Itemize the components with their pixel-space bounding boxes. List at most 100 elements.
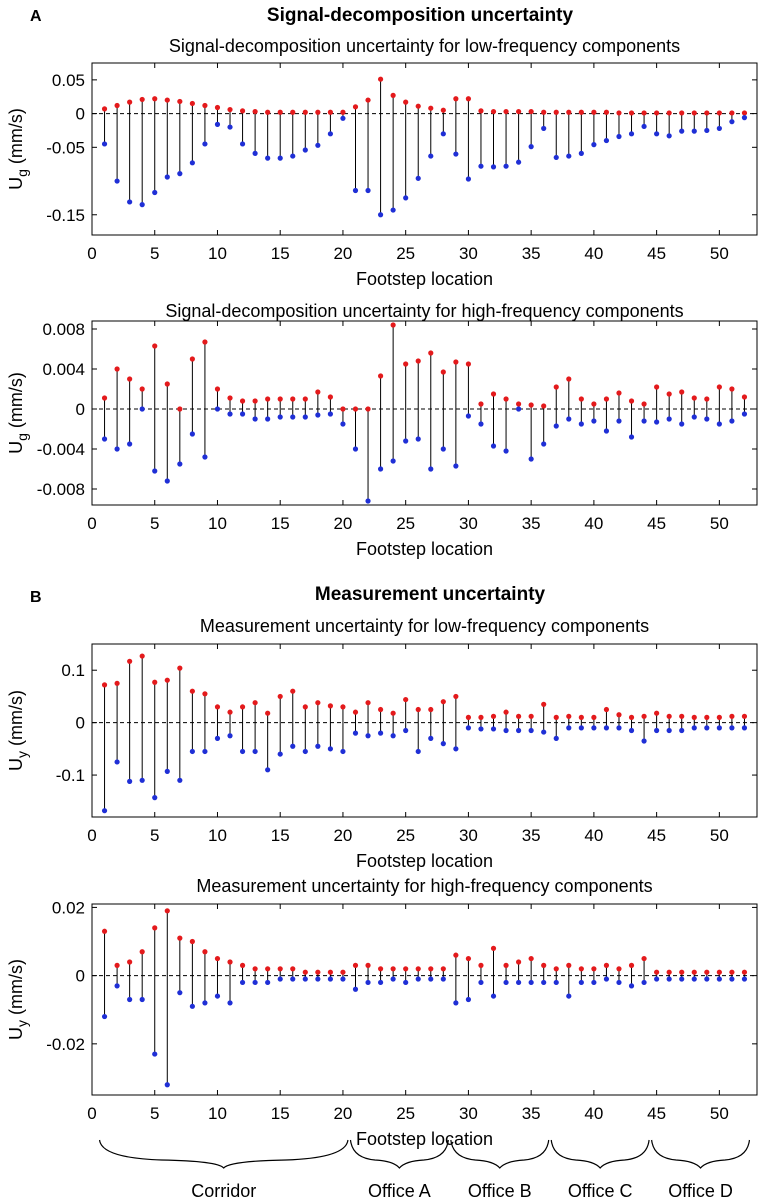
upper-point <box>365 97 371 103</box>
lower-point <box>666 133 672 139</box>
x-tick-label: 30 <box>459 514 478 533</box>
lower-point <box>377 466 384 472</box>
upper-point <box>654 384 660 390</box>
lower-point <box>290 743 296 749</box>
lower-point <box>729 418 735 424</box>
lower-point <box>403 438 409 444</box>
y-axis-label: Uy (mm/s) <box>6 959 30 1040</box>
y-tick-label: -0.15 <box>46 206 85 225</box>
lower-point <box>390 458 396 464</box>
upper-point <box>528 955 534 962</box>
upper-point <box>428 706 434 713</box>
y-axis-label-main: U <box>6 758 26 771</box>
lower-point <box>315 743 321 749</box>
lower-point <box>478 421 484 427</box>
upper-point <box>377 76 384 82</box>
lower-point <box>603 428 610 434</box>
upper-point <box>591 966 597 972</box>
lower-point <box>164 768 170 774</box>
region-label: Office B <box>468 1181 532 1201</box>
x-tick-label: 15 <box>271 514 290 533</box>
lower-point <box>177 171 183 177</box>
upper-point <box>152 343 158 349</box>
lower-point <box>340 976 346 982</box>
lower-point <box>704 976 710 982</box>
lower-point <box>528 979 534 986</box>
charts-group: Signal-decomposition uncertainty for low… <box>6 36 758 1149</box>
x-tick-label: 10 <box>208 244 227 263</box>
lower-point <box>679 976 685 982</box>
upper-point <box>114 102 120 109</box>
upper-point <box>553 966 559 972</box>
lower-point <box>478 979 484 986</box>
lower-point <box>440 741 446 747</box>
upper-point <box>214 104 221 111</box>
lower-point <box>114 983 120 989</box>
regions-group: Corridor Office A Office B Office C Office D <box>98 1139 751 1201</box>
lower-point <box>177 777 183 783</box>
lower-point <box>503 727 509 734</box>
lower-point <box>315 976 321 982</box>
lower-point <box>541 979 547 986</box>
lower-point <box>428 976 434 982</box>
x-tick-label: 15 <box>271 1104 290 1123</box>
upper-point <box>490 945 497 951</box>
lower-point <box>428 735 434 741</box>
lower-point <box>654 419 660 425</box>
upper-point <box>516 959 522 965</box>
lower-point <box>127 778 133 784</box>
lower-point <box>478 726 484 732</box>
upper-point <box>729 969 735 975</box>
upper-point <box>691 395 697 401</box>
lower-point <box>403 195 409 201</box>
lower-point <box>189 431 195 437</box>
chart-panel-4: Measurement uncertainty for high-frequen… <box>6 876 758 1149</box>
lower-point <box>114 446 120 452</box>
upper-point <box>490 108 497 115</box>
upper-point <box>127 376 133 382</box>
upper-point <box>202 949 208 955</box>
x-axis-label: Footstep location <box>356 269 493 289</box>
lower-point <box>352 187 359 194</box>
upper-point <box>440 369 446 375</box>
lower-point <box>503 163 509 169</box>
lower-point <box>453 151 459 157</box>
x-tick-label: 0 <box>87 1104 96 1123</box>
lower-point <box>591 142 597 148</box>
upper-point <box>741 110 748 116</box>
upper-point <box>290 109 296 115</box>
lower-point <box>202 141 208 147</box>
y-tick-label: -0.008 <box>37 480 85 499</box>
upper-point <box>290 688 296 694</box>
lower-point <box>516 979 522 986</box>
x-tick-label: 30 <box>459 244 478 263</box>
lower-point <box>415 436 421 442</box>
upper-point <box>528 402 534 408</box>
upper-point <box>202 102 208 109</box>
y-axis-label-main: U <box>6 1027 26 1040</box>
lower-point <box>214 121 221 127</box>
upper-point <box>214 704 221 710</box>
upper-point <box>603 962 610 968</box>
upper-point <box>503 108 509 115</box>
upper-point <box>327 969 333 975</box>
lower-point <box>340 421 346 427</box>
x-tick-label: 25 <box>396 244 415 263</box>
lower-point <box>741 411 748 417</box>
upper-point <box>177 665 183 671</box>
upper-point <box>340 406 346 412</box>
lower-point <box>616 418 622 424</box>
upper-point <box>729 110 735 116</box>
x-tick-label: 20 <box>333 826 352 845</box>
upper-point <box>114 962 120 968</box>
upper-point <box>516 401 522 407</box>
upper-point <box>164 677 170 683</box>
upper-point <box>453 693 459 700</box>
upper-point <box>666 391 672 397</box>
lower-point <box>516 159 522 165</box>
lower-point <box>654 131 660 137</box>
lower-point <box>490 726 497 732</box>
lower-point <box>553 154 559 161</box>
x-tick-label: 25 <box>396 826 415 845</box>
lower-point <box>591 725 597 731</box>
